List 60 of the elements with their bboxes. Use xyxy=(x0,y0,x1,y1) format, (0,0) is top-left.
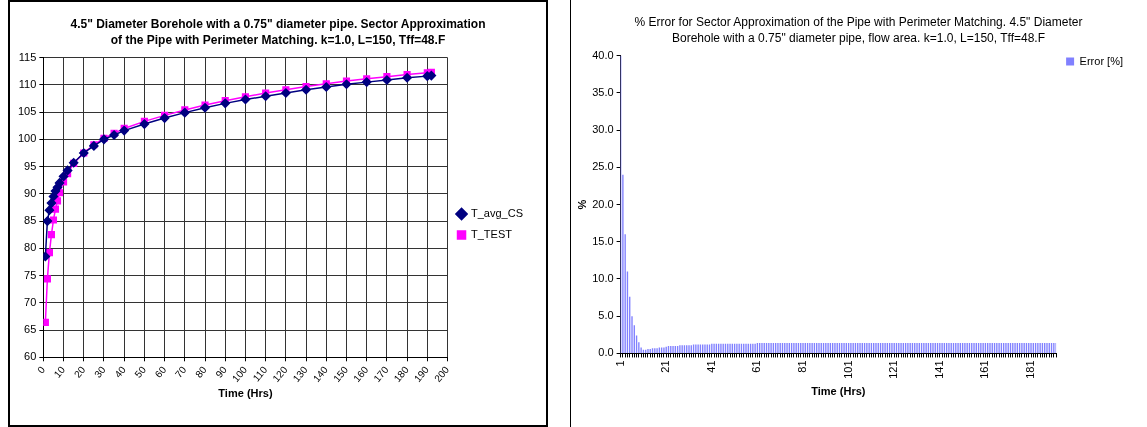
x-tick-label: 110 xyxy=(250,363,270,384)
y-tick-label: 95 xyxy=(24,159,37,172)
x-tick-label: 70 xyxy=(172,363,189,380)
x-tick-label: 40 xyxy=(112,363,129,380)
y-tick-label: 10.0 xyxy=(592,272,614,285)
x-tick-label: 200 xyxy=(432,363,452,384)
y-tick-label: 20.0 xyxy=(592,197,614,210)
legend-label: Error [%] xyxy=(1079,54,1124,67)
y-tick-label: 110 xyxy=(18,77,37,90)
y-tick-label: 60 xyxy=(24,350,37,363)
x-tick-label: 190 xyxy=(411,363,432,384)
y-tick-label: 5.0 xyxy=(598,309,614,322)
x-tick-label: 20 xyxy=(71,363,88,380)
y-tick-label: 25.0 xyxy=(592,160,614,173)
x-tick-label: 1 xyxy=(613,360,626,367)
y-tick-label: 100 xyxy=(17,132,37,145)
y-tick-label: 75 xyxy=(24,268,37,281)
y-tick-label: 0.0 xyxy=(598,346,614,359)
x-axis-title: Time (Hrs) xyxy=(218,387,273,400)
x-tick-label: 141 xyxy=(932,360,945,379)
x-tick-label: 160 xyxy=(351,363,371,384)
x-tick-label: 10 xyxy=(51,363,68,380)
y-tick-label: 115 xyxy=(18,50,37,63)
x-tick-label: 120 xyxy=(270,363,290,384)
y-tick-label: 35.0 xyxy=(592,85,614,98)
x-tick-label: 50 xyxy=(132,363,149,380)
x-tick-label: 30 xyxy=(92,363,108,380)
y-tick-label: 70 xyxy=(24,295,37,308)
y-tick-label: 85 xyxy=(24,214,37,227)
x-tick-label: 101 xyxy=(841,360,854,379)
y-tick-label: 90 xyxy=(24,186,37,199)
chart-title: 4.5" Diameter Borehole with a 0.75" diameter pipe. Sector Approximation of the Pipe with Perimeter Matching. k=1.0, L=150, Tff=48.F xyxy=(70,16,486,48)
x-tick-label: 170 xyxy=(371,363,391,384)
x-tick-label: 90 xyxy=(213,363,230,380)
x-tick-label: 81 xyxy=(796,360,809,373)
x-axis-title: Time (Hrs) xyxy=(811,385,866,398)
x-tick-label: 180 xyxy=(391,363,412,384)
x-tick-label: 61 xyxy=(750,360,763,373)
x-tick-label: 140 xyxy=(310,363,331,384)
legend-label: T_avg_CS xyxy=(471,207,524,220)
y-tick-label: 105 xyxy=(17,105,37,118)
y-tick-label: 65 xyxy=(24,323,37,336)
y-tick-label: 40.0 xyxy=(592,48,614,61)
x-tick-label: 100 xyxy=(229,363,250,384)
x-tick-label: 130 xyxy=(290,363,310,384)
x-tick-label: 41 xyxy=(704,360,717,373)
y-axis-title: % xyxy=(575,199,588,210)
legend-label: T_TEST xyxy=(471,228,513,241)
x-tick-label: 121 xyxy=(887,360,900,379)
x-tick-label: 21 xyxy=(659,360,672,373)
x-tick-label: 150 xyxy=(330,363,351,384)
x-tick-label: 161 xyxy=(978,360,991,379)
chart-title: % Error for Sector Approximation of the Pipe with Perimeter Matching. 4.5" Diameter Borehole with a 0.75" diameter pipe, flow area. k=1.0, L=150, Tff=48.F xyxy=(633,14,1084,46)
x-tick-label: 0 xyxy=(34,363,48,376)
y-tick-label: 30.0 xyxy=(592,123,614,136)
y-tick-label: 80 xyxy=(24,241,37,254)
y-tick-label: 15.0 xyxy=(592,234,614,247)
x-tick-label: 80 xyxy=(193,363,209,380)
x-tick-label: 181 xyxy=(1024,360,1037,379)
x-tick-label: 60 xyxy=(152,363,169,380)
